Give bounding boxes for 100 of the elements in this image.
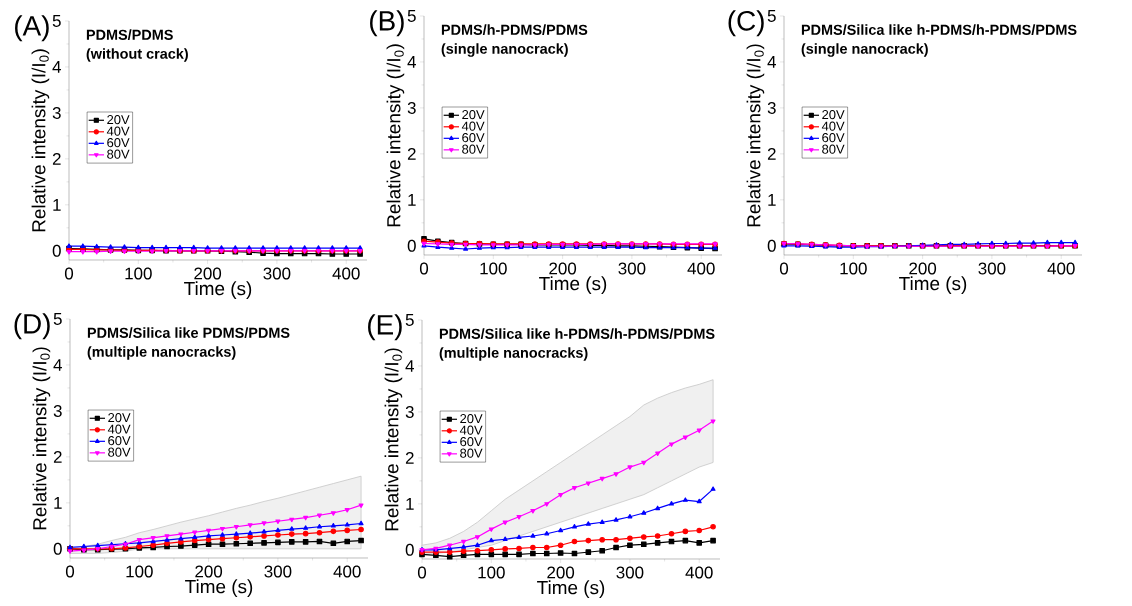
legend-label: 60V	[822, 133, 845, 143]
legend-label: 80V	[460, 448, 483, 458]
y-tick-label: 1	[53, 199, 61, 211]
x-tick-label: 400	[687, 262, 715, 275]
y-tick-label: 2	[53, 450, 62, 463]
y-tick-label: 2	[405, 451, 414, 464]
x-tick-label: 200	[909, 262, 937, 275]
y-tick-label: 4	[52, 61, 61, 73]
y-tick-label: 0	[53, 542, 62, 555]
y-axis-title: Relative intensity (I/I$_{0}$)	[746, 44, 765, 227]
x-tick-label: 100	[478, 566, 505, 579]
x-tick-label: 400	[332, 267, 360, 280]
x-tick-label: 100	[126, 565, 153, 578]
legend-label: 80V	[107, 149, 130, 159]
y-axis-title: Relative intensity (I/I$_{0}$)	[384, 348, 403, 531]
y-tick-label: 1	[406, 498, 414, 510]
x-tick-label: 300	[618, 262, 646, 275]
x-tick-label: 100	[480, 262, 507, 275]
x-tick-label: 400	[685, 566, 713, 579]
chart-title: (D)	[14, 313, 50, 340]
x-tick-label: 300	[264, 565, 292, 578]
x-tick-label: 300	[263, 267, 291, 280]
y-tick-label: 3	[405, 405, 414, 418]
x-axis-title: Time (s)	[539, 276, 607, 294]
y-tick-label: 0	[407, 239, 416, 252]
legend-label: 20V	[107, 115, 130, 125]
legend-label: 60V	[460, 437, 483, 447]
y-axis-title: Relative intensity (I/I$_{0}$)	[31, 49, 50, 232]
annotation: PDMS/PDMS	[86, 29, 173, 41]
y-tick-label: 5	[767, 10, 776, 22]
x-tick-label: 200	[549, 262, 577, 275]
x-tick-label: 200	[194, 267, 222, 280]
chart-title: (B)	[370, 10, 404, 37]
legend-label: 80V	[108, 447, 131, 457]
x-tick-label: 400	[333, 565, 361, 578]
legend-label: 60V	[107, 138, 130, 148]
x-tick-label: 400	[1047, 262, 1075, 275]
x-tick-label: 0	[65, 565, 75, 578]
annotation: PDMS/Silica like h-PDMS/h-PDMS/PDMS	[439, 328, 715, 340]
y-tick-label: 5	[53, 313, 62, 325]
x-tick-label: 200	[195, 565, 223, 578]
y-tick-label: 3	[407, 101, 416, 114]
annotation: (multiple nanocracks)	[439, 347, 588, 361]
y-tick-label: 5	[405, 314, 414, 326]
x-tick-label: 300	[978, 262, 1006, 275]
y-tick-label: 3	[767, 101, 776, 114]
annotation: PDMS/h-PDMS/PDMS	[441, 24, 588, 36]
y-tick-label: 4	[405, 360, 414, 372]
x-tick-label: 0	[419, 262, 429, 275]
legend-label: 40V	[461, 121, 485, 131]
x-tick-label: 300	[616, 566, 644, 579]
y-tick-label: 1	[408, 194, 416, 206]
chart-title: (C)	[728, 10, 764, 37]
y-tick-label: 2	[767, 147, 776, 160]
x-axis-title: Time (s)	[184, 281, 252, 299]
x-tick-label: 100	[840, 262, 867, 275]
y-tick-label: 0	[767, 239, 776, 252]
chart-title: (E)	[368, 314, 402, 341]
annotation: (without crack)	[86, 48, 188, 62]
annotation: PDMS/Silica like h-PDMS/h-PDMS/PDMS	[801, 24, 1077, 36]
legend-label: 20V	[460, 414, 483, 424]
legend-label: 80V	[822, 144, 845, 154]
x-axis-title: Time (s)	[537, 580, 605, 598]
y-axis-title: Relative intensity (I/I$_{0}$)	[386, 44, 405, 227]
legend-label: 60V	[108, 436, 131, 446]
y-tick-label: 4	[407, 56, 416, 68]
x-axis-title: Time (s)	[185, 579, 253, 597]
annotation: PDMS/Silica like PDMS/PDMS	[87, 327, 290, 339]
legend-label: 80V	[462, 144, 485, 154]
legend-label: 20V	[462, 110, 485, 120]
y-tick-label: 4	[53, 359, 62, 371]
y-tick-label: 2	[52, 152, 61, 165]
y-tick-label: 5	[407, 10, 416, 22]
x-axis-title: Time (s)	[899, 276, 967, 294]
y-tick-label: 1	[54, 497, 62, 509]
legend-label: 60V	[462, 133, 485, 143]
x-tick-label: 200	[547, 566, 575, 579]
legend-label: 20V	[822, 110, 845, 120]
legend-label: 20V	[108, 413, 131, 423]
legend-label: 40V	[459, 425, 483, 435]
x-tick-label: 100	[125, 267, 152, 280]
x-tick-label: 0	[64, 267, 74, 280]
annotation: (multiple nanocracks)	[87, 346, 236, 360]
chart-title: (A)	[15, 15, 49, 42]
y-tick-label: 5	[52, 15, 61, 27]
legend-label: 40V	[107, 424, 131, 434]
y-tick-label: 0	[52, 244, 61, 257]
y-tick-label: 3	[53, 404, 62, 417]
legend-label: 40V	[106, 126, 130, 136]
y-tick-label: 2	[407, 147, 416, 160]
y-tick-label: 0	[405, 543, 414, 556]
annotation: (single nanocrack)	[801, 43, 928, 57]
annotation: (single nanocrack)	[441, 43, 568, 57]
y-tick-label: 1	[768, 194, 776, 206]
legend-label: 40V	[821, 121, 845, 131]
x-tick-label: 0	[779, 262, 789, 275]
y-axis-title: Relative intensity (I/I$_{0}$)	[32, 347, 51, 530]
y-tick-label: 3	[52, 106, 61, 119]
x-tick-label: 0	[417, 566, 427, 579]
y-tick-label: 4	[767, 56, 776, 68]
